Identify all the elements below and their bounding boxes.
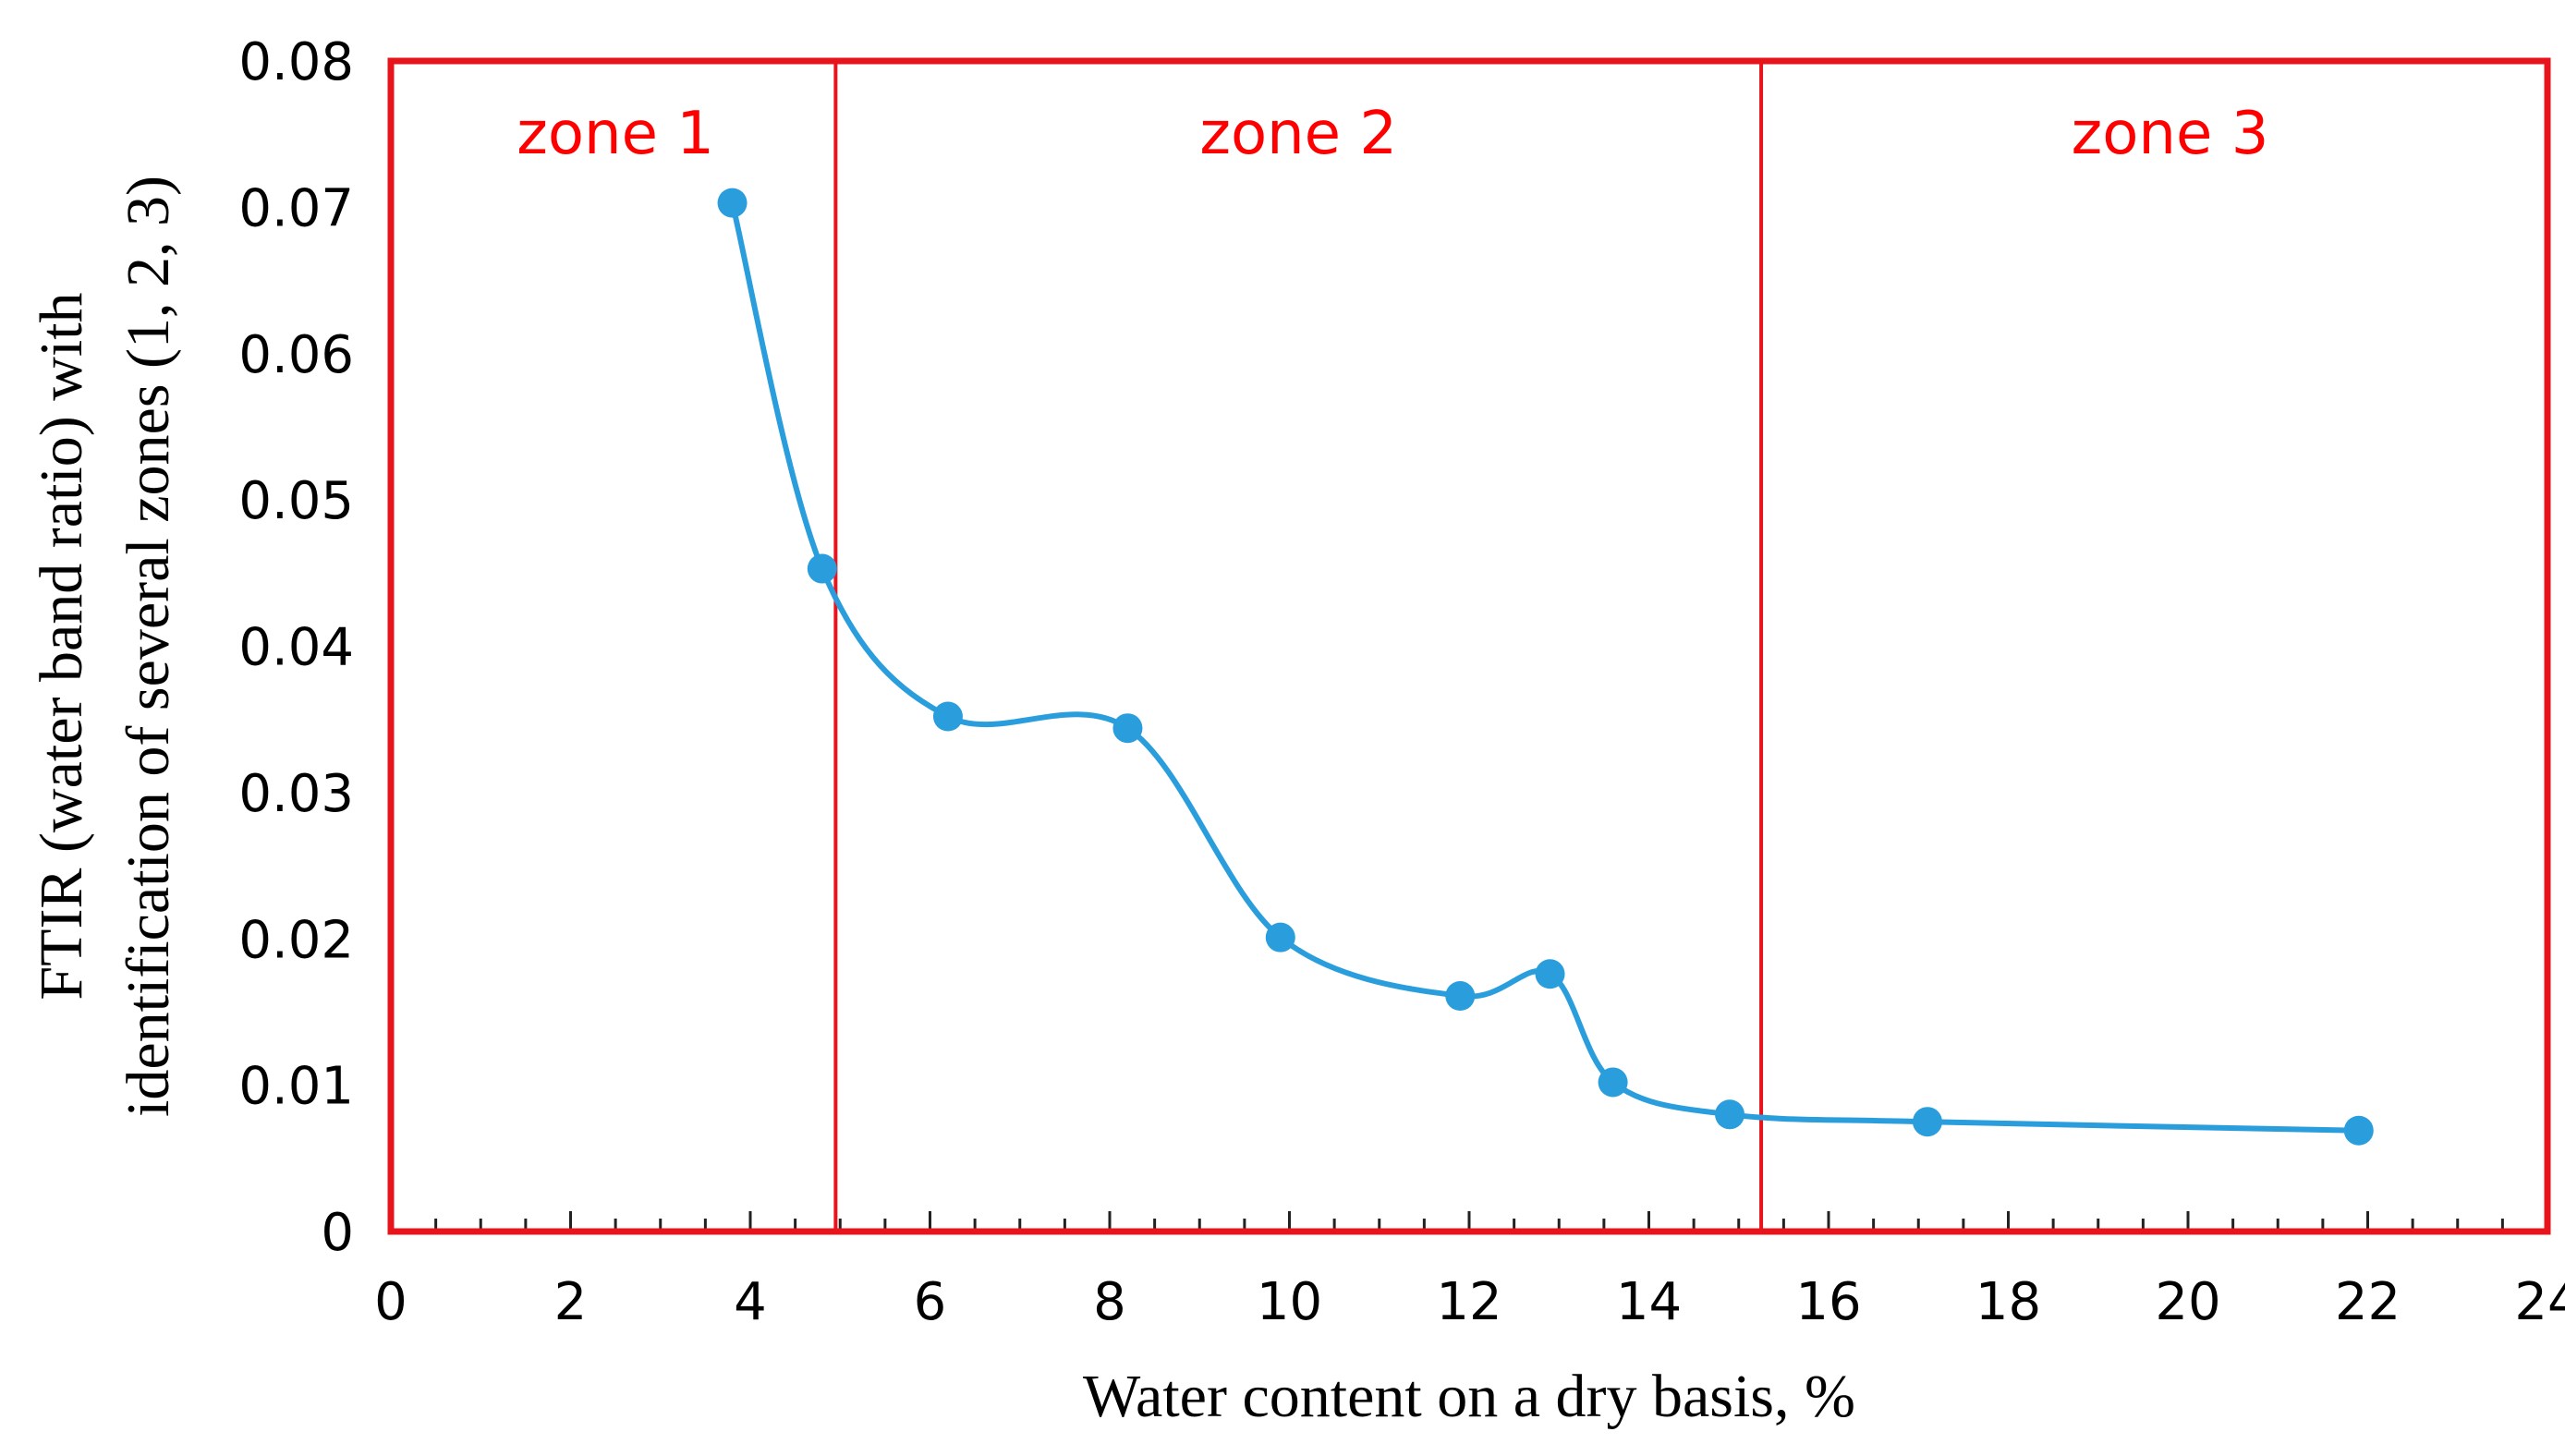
- data-point: [1112, 713, 1143, 744]
- x-tick-label: 18: [1975, 1272, 2041, 1332]
- x-tick-label: 10: [1257, 1272, 1322, 1332]
- x-axis-title: Water content on a dry basis, %: [1083, 1363, 1855, 1430]
- x-tick-label: 22: [2335, 1272, 2401, 1332]
- y-tick-label: 0.08: [238, 32, 354, 92]
- y-tick-label: 0.06: [238, 325, 354, 385]
- plot-area-frame: [387, 57, 2551, 1235]
- zone-label: zone 2: [1199, 100, 1397, 168]
- data-point: [1535, 959, 1565, 989]
- data-point: [932, 701, 963, 732]
- data-point: [1715, 1099, 1745, 1130]
- zone-labels: zone 1 zone 2 zone 3: [517, 100, 2268, 168]
- y-axis-title-line-1: FTIR (water band ratio) with: [28, 292, 95, 1000]
- data-series: [717, 188, 2374, 1146]
- data-point: [1598, 1067, 1628, 1098]
- y-tick-label: 0.05: [238, 471, 354, 531]
- data-point: [717, 188, 748, 218]
- y-tick-label: 0.01: [238, 1057, 354, 1117]
- x-tick-label: 16: [1795, 1272, 1861, 1332]
- data-point: [807, 553, 837, 584]
- y-tick-label: 0.02: [238, 910, 354, 970]
- zone-label: zone 1: [517, 100, 714, 168]
- x-tick-label: 0: [374, 1272, 407, 1332]
- data-point: [1912, 1107, 1942, 1137]
- y-tick-label: 0.03: [238, 764, 354, 824]
- x-tick-label: 6: [914, 1272, 947, 1332]
- x-tick-label: 12: [1436, 1272, 1501, 1332]
- y-tick-label: 0: [321, 1203, 354, 1263]
- zone-dividers: [833, 61, 1764, 1232]
- y-axis-title-line-2: identification of several zones (1, 2, 3…: [115, 176, 182, 1117]
- x-tick-label: 8: [1093, 1272, 1126, 1332]
- x-tick-label: 20: [2155, 1272, 2220, 1332]
- tick-labels: 0 2 4 6 8 10 12 14 16 18 20 22 2400.010.020.030.040.…: [238, 32, 2565, 1332]
- zone-label: zone 3: [2072, 100, 2269, 168]
- x-tick-label: 4: [734, 1272, 767, 1332]
- x-tick-label: 2: [554, 1272, 588, 1332]
- series-line: [729, 201, 2359, 1134]
- y-tick-label: 0.07: [238, 178, 354, 238]
- y-tick-label: 0.04: [238, 618, 354, 678]
- data-point: [2343, 1115, 2374, 1146]
- data-point: [1265, 922, 1295, 952]
- x-tick-label: 14: [1616, 1272, 1682, 1332]
- data-point: [1445, 981, 1476, 1012]
- x-tick-label: 24: [2514, 1272, 2565, 1332]
